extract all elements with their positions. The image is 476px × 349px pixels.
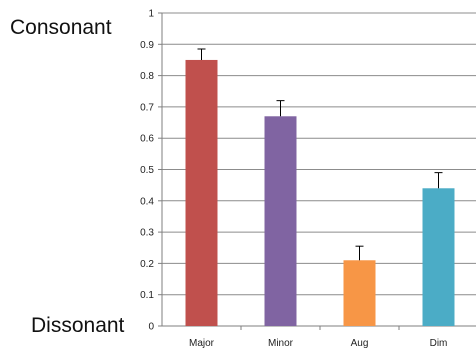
x-tick-label: Aug bbox=[351, 338, 369, 349]
x-tick-label: Major bbox=[189, 338, 215, 349]
y-tick-labels: 0 0.1 0.2 0.3 0.4 0.5 0.6 0.7 0.8 0.9 1 bbox=[140, 9, 154, 333]
x-tick-labels: Major Minor Aug Dim bbox=[189, 338, 447, 349]
y-tick-label: 0.5 bbox=[140, 165, 154, 176]
y-tick-label: 0.2 bbox=[140, 259, 154, 270]
y-tick-label: 1 bbox=[148, 9, 154, 20]
bar-major bbox=[185, 59, 218, 326]
bar-dim bbox=[422, 188, 455, 326]
y-tick-label: 0.9 bbox=[140, 40, 154, 51]
y-tick-label: 0 bbox=[148, 322, 154, 333]
y-tick-label: 0.4 bbox=[140, 196, 154, 207]
x-tick-label: Dim bbox=[430, 338, 448, 349]
consonant-label: Consonant bbox=[10, 16, 112, 39]
y-tick-label: 0.8 bbox=[140, 71, 154, 82]
bar-aug bbox=[343, 260, 376, 326]
y-tick-label: 0.6 bbox=[140, 134, 154, 145]
bar-minor bbox=[264, 116, 297, 326]
x-tick-label: Minor bbox=[268, 338, 294, 349]
y-tick-label: 0.3 bbox=[140, 228, 154, 239]
bars bbox=[185, 48, 455, 326]
dissonant-label: Dissonant bbox=[31, 314, 125, 337]
y-tick-label: 0.1 bbox=[140, 290, 154, 301]
y-tick-label: 0.7 bbox=[140, 102, 154, 113]
